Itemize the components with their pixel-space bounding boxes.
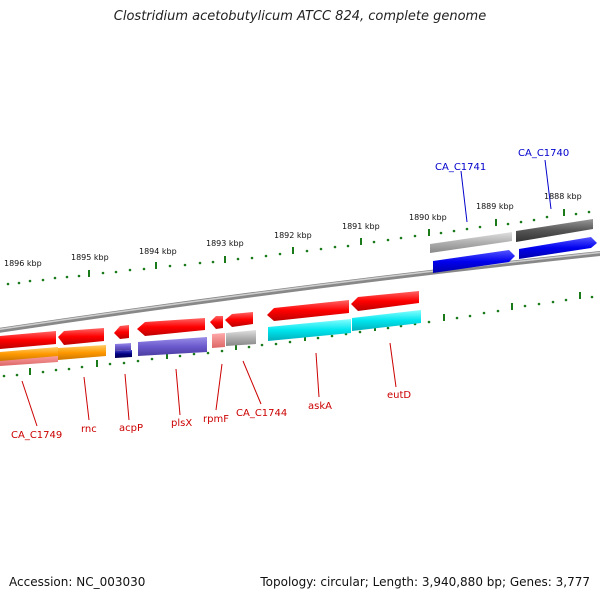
kbp-label: 1892 kbp: [274, 231, 312, 240]
kbp-labels: 1896 kbp 1895 kbp 1894 kbp 1893 kbp 1892…: [4, 192, 582, 268]
gene-label-ca-c1744: CA_C1744: [236, 408, 287, 419]
gene-arrow-red: [0, 331, 56, 349]
genome-stats-text: Topology: circular; Length: 3,940,880 bp…: [260, 575, 590, 589]
bottom-strand-features: [0, 310, 421, 366]
accession-text: Accession: NC_003030: [9, 575, 146, 589]
upper-ruler: [6, 209, 591, 286]
gene-label-aska: askA: [308, 401, 332, 412]
gene-arrow-red: [114, 325, 129, 339]
feature-slate: [138, 337, 207, 356]
feature-gray: [226, 330, 256, 346]
gene-label-rnc: rnc: [81, 424, 97, 435]
gene-arrow-blue-1: [433, 250, 515, 273]
feature-orange: [58, 345, 106, 360]
page-title: Clostridium acetobutylicum ATCC 824, com…: [113, 9, 487, 24]
gene-arrow-blue-2: [519, 237, 597, 259]
gene-arrow-red: [210, 316, 223, 329]
feature-salmon-small: [212, 333, 225, 348]
gene-arrow-red: [225, 312, 253, 327]
bottom-leader-lines: [21, 342, 397, 427]
top-gene-labels: CA_C1741 CA_C1740: [435, 148, 569, 173]
top-strand-genes: [430, 219, 597, 273]
kbp-label: 1891 kbp: [342, 222, 380, 231]
kbp-label: 1896 kbp: [4, 259, 42, 268]
kbp-label: 1889 kbp: [476, 202, 514, 211]
kbp-label: 1893 kbp: [206, 239, 244, 248]
kbp-label: 1888 kbp: [544, 192, 582, 201]
gene-label-ca-c1749: CA_C1749: [11, 430, 62, 441]
gene-label-ca-c1741: CA_C1741: [435, 162, 486, 173]
genome-backbone: [0, 251, 600, 333]
gene-label-rpmf: rpmF: [203, 414, 229, 425]
feature-slate-small: [115, 343, 131, 351]
gene-arrow-red: [58, 328, 104, 345]
bottom-strand-cds: [0, 291, 419, 349]
feature-orange: [0, 347, 58, 361]
gene-arrow-red: [267, 300, 349, 321]
kbp-label: 1895 kbp: [71, 253, 109, 262]
genome-backbone-highlight: [0, 251, 600, 331]
gene-label-eutd: eutD: [387, 390, 411, 401]
gene-arrow-red: [351, 291, 419, 311]
feature-cyan: [352, 310, 421, 331]
kbp-label: 1890 kbp: [409, 213, 447, 222]
gene-arrow-dark-gray: [516, 219, 593, 242]
kbp-label: 1894 kbp: [139, 247, 177, 256]
gene-arrow-gray-top: [430, 232, 512, 253]
bottom-gene-labels: CA_C1749 rnc acpP plsX rpmF CA_C1744 ask…: [11, 390, 411, 441]
gene-arrow-red: [137, 318, 205, 336]
gene-label-plsx: plsX: [171, 418, 192, 429]
top-leader-lines: [460, 159, 552, 223]
gene-label-acpp: acpP: [119, 423, 143, 434]
gene-label-ca-c1740: CA_C1740: [518, 148, 569, 159]
feature-cyan: [268, 319, 351, 341]
feature-navy: [115, 350, 132, 358]
